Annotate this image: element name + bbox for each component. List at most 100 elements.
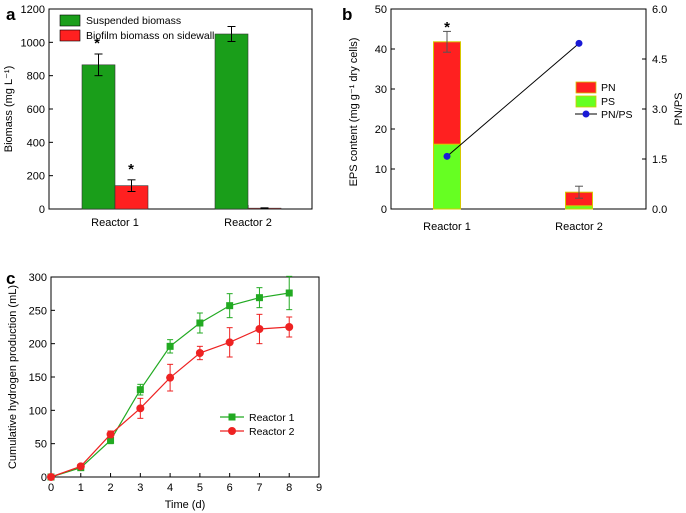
legend-label-reactor-2: Reactor 2 [249, 426, 295, 438]
panel-a: a 0 200 400 600 800 1000 1200 Reactor 1 Reacto… [3, 4, 313, 229]
panel-b-right-y-axis-label: PN/PS [673, 92, 685, 125]
panel-a-letter: a [6, 5, 16, 24]
legend-label-reactor-1: Reactor 1 [249, 412, 295, 424]
legend-label-ps: PS [601, 96, 615, 108]
data-point-reactor-1 [107, 436, 115, 444]
y-tick-label: 400 [27, 137, 45, 149]
panel-b-legend: PN PS PN/PS [575, 81, 633, 121]
x-tick-label: 4 [167, 482, 173, 494]
data-point-reactor-1 [196, 319, 204, 327]
legend-label-suspended: Suspended biomass [86, 15, 181, 27]
data-point-reactor-1 [136, 386, 144, 394]
data-point-reactor-2 [76, 462, 85, 471]
panel-b-category-label: Reactor 1 [423, 221, 471, 233]
legend-label-pnps: PN/PS [601, 109, 633, 121]
panel-c-x-ticks: 0 1 2 3 4 5 6 7 8 9 [48, 473, 322, 494]
panel-b-bars [433, 30, 593, 210]
y-tick-label: 300 [29, 272, 47, 284]
panel-a-y-ticks: 0 200 400 600 800 1000 1200 [21, 4, 249, 216]
x-tick-label: 0 [48, 482, 54, 494]
panel-a-category-label: Reactor 1 [91, 217, 139, 229]
right-y-tick-label: 3.0 [652, 104, 667, 116]
panel-a-significance-star: * [128, 161, 134, 178]
x-tick-label: 9 [316, 482, 322, 494]
data-point-reactor-2 [166, 373, 175, 382]
legend-marker-pnps [582, 110, 590, 118]
legend-swatch-ps [575, 95, 597, 108]
data-point-reactor-1 [285, 289, 293, 297]
data-point-reactor-1 [255, 294, 263, 302]
panel-c: c 0 1 2 3 4 5 6 7 8 9 0 50 100 150 200 250 300 Time (d)… [6, 269, 322, 511]
y-tick-label: 150 [29, 372, 47, 384]
pnps-point [575, 39, 583, 47]
y-tick-label: 1000 [21, 37, 45, 49]
x-tick-label: 2 [107, 482, 113, 494]
panel-b-letter: b [342, 5, 352, 24]
y-tick-label: 1200 [21, 4, 45, 16]
pnps-line [446, 42, 580, 157]
y-tick-label: 10 [375, 164, 387, 176]
data-point-reactor-2 [106, 430, 115, 439]
y-tick-label: 200 [29, 339, 47, 351]
y-tick-label: 200 [27, 171, 45, 183]
data-point-reactor-2 [136, 404, 145, 413]
x-tick-label: 1 [78, 482, 84, 494]
panel-c-x-axis-label: Time (d) [165, 499, 206, 511]
data-point-reactor-2 [285, 323, 294, 331]
panel-c-y-axis-label: Cumulative hydrogen production (mL) [7, 285, 19, 469]
y-tick-label: 30 [375, 84, 387, 96]
y-tick-label: 50 [375, 4, 387, 16]
panel-c-legend: Reactor 1 Reactor 2 [220, 412, 295, 438]
panel-a-significance-star: * [94, 35, 100, 52]
y-tick-label: 0 [41, 472, 47, 484]
x-tick-label: 8 [286, 482, 292, 494]
data-point-reactor-2 [195, 349, 204, 357]
panel-a-legend: Suspended biomass Biofilm biomass on sid… [59, 14, 214, 42]
panel-c-series [47, 275, 294, 481]
panel-a-y-axis-label: Biomass (mg L⁻¹) [3, 66, 15, 153]
panel-b-category-label: Reactor 2 [555, 221, 603, 233]
panel-c-letter: c [6, 269, 15, 288]
right-y-tick-label: 6.0 [652, 4, 667, 16]
panel-c-y-ticks: 0 50 100 150 200 250 300 [29, 272, 55, 484]
bar-suspended [81, 64, 116, 210]
x-tick-label: 7 [256, 482, 262, 494]
y-tick-label: 800 [27, 71, 45, 83]
legend-label-pn: PN [601, 82, 616, 94]
y-tick-label: 0 [39, 204, 45, 216]
legend-swatch-pn [575, 81, 597, 94]
data-point-reactor-2 [255, 325, 264, 333]
panel-b-y-axis-label: EPS content (mg g⁻¹ dry cells) [348, 38, 360, 187]
legend-label-biofilm: Biofilm biomass on sidewall [86, 30, 214, 42]
panel-b-significance-star: * [444, 19, 450, 36]
x-tick-label: 5 [197, 482, 203, 494]
bar-suspended [214, 33, 249, 210]
panel-a-category-label: Reactor 2 [224, 217, 272, 229]
panel-c-frame [50, 276, 320, 478]
panel-a-bars [81, 26, 282, 210]
data-point-reactor-1 [166, 342, 174, 350]
pnps-point [443, 152, 451, 160]
legend-swatch-suspended [59, 14, 81, 27]
legend-marker-reactor-2 [228, 427, 236, 435]
right-y-tick-label: 0.0 [652, 204, 667, 216]
y-tick-label: 250 [29, 305, 47, 317]
bar-pn [433, 41, 461, 145]
x-tick-label: 6 [227, 482, 233, 494]
legend-swatch-biofilm [59, 29, 81, 42]
y-tick-label: 0 [381, 204, 387, 216]
panel-b-right-y-ticks: 0.0 1.5 3.0 4.5 6.0 [446, 4, 667, 216]
y-tick-label: 20 [375, 124, 387, 136]
legend-marker-reactor-1 [228, 413, 236, 421]
right-y-tick-label: 1.5 [652, 154, 667, 166]
data-point-reactor-2 [225, 338, 234, 347]
y-tick-label: 40 [375, 44, 387, 56]
data-point-reactor-1 [226, 302, 234, 310]
panel-b-y-ticks: 0 10 20 30 40 50 [375, 4, 395, 216]
y-tick-label: 100 [29, 405, 47, 417]
right-y-tick-label: 4.5 [652, 54, 667, 66]
data-point-reactor-2 [47, 473, 55, 481]
y-tick-label: 600 [27, 104, 45, 116]
